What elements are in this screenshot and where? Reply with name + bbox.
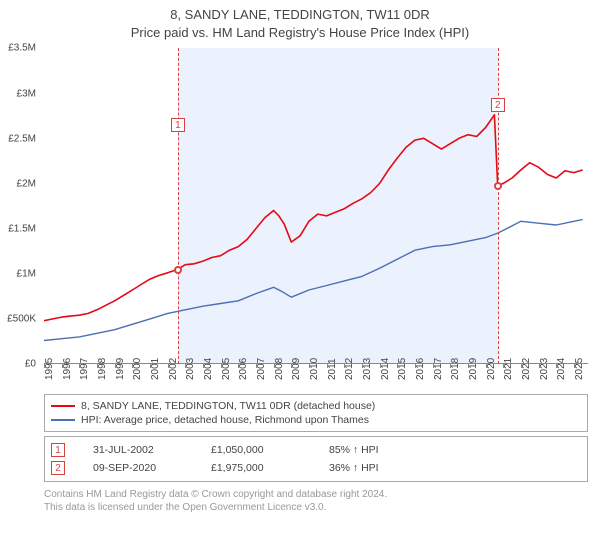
event-marker: 1 <box>171 118 185 132</box>
x-tick-label: 2016 <box>415 358 426 380</box>
x-tick-label: 1995 <box>44 358 55 380</box>
x-tick-label: 2005 <box>221 358 232 380</box>
legend-item: 8, SANDY LANE, TEDDINGTON, TW11 0DR (det… <box>51 399 581 413</box>
x-tick-label: 2004 <box>203 358 214 380</box>
x-tick-label: 2002 <box>168 358 179 380</box>
x-tick-label: 2025 <box>574 358 585 380</box>
x-tick-label: 2019 <box>468 358 479 380</box>
footer-text: Contains HM Land Registry data © Crown c… <box>44 488 588 514</box>
x-tick-label: 2000 <box>132 358 143 380</box>
x-tick-label: 2007 <box>256 358 267 380</box>
y-tick-label: £1M <box>17 269 36 280</box>
transaction-date: 31-JUL-2002 <box>93 444 183 456</box>
chart-title: 8, SANDY LANE, TEDDINGTON, TW11 0DR <box>0 6 600 24</box>
legend-swatch <box>51 405 75 407</box>
line-series <box>44 48 588 364</box>
sale-point <box>494 182 502 190</box>
x-tick-label: 2006 <box>238 358 249 380</box>
series-hpi <box>44 220 583 341</box>
x-tick-label: 2008 <box>274 358 285 380</box>
chart-subtitle: Price paid vs. HM Land Registry's House … <box>0 24 600 42</box>
chart-container: 8, SANDY LANE, TEDDINGTON, TW11 0DR Pric… <box>0 0 600 560</box>
footer-line: This data is licensed under the Open Gov… <box>44 501 588 514</box>
transaction-price: £1,050,000 <box>211 444 301 456</box>
event-marker: 2 <box>491 98 505 112</box>
x-tick-label: 2011 <box>327 359 338 381</box>
titles: 8, SANDY LANE, TEDDINGTON, TW11 0DR Pric… <box>0 0 600 42</box>
x-tick-label: 2012 <box>344 358 355 380</box>
legend-item: HPI: Average price, detached house, Rich… <box>51 413 581 427</box>
x-tick-label: 2020 <box>486 358 497 380</box>
y-tick-label: £1.5M <box>8 223 36 234</box>
legend-label: HPI: Average price, detached house, Rich… <box>81 414 369 426</box>
series-price_paid <box>44 115 583 321</box>
transaction-price: £1,975,000 <box>211 462 301 474</box>
y-tick-label: £2.5M <box>8 133 36 144</box>
y-axis: £0£500K£1M£1.5M£2M£2.5M£3M£3.5M <box>0 48 40 364</box>
y-tick-label: £2M <box>17 178 36 189</box>
x-tick-label: 2010 <box>309 358 320 380</box>
transaction-row: 1 31-JUL-2002 £1,050,000 85% ↑ HPI <box>51 441 581 459</box>
legend-label: 8, SANDY LANE, TEDDINGTON, TW11 0DR (det… <box>81 400 375 412</box>
event-vline <box>178 48 179 364</box>
transactions-table: 1 31-JUL-2002 £1,050,000 85% ↑ HPI 2 09-SEP-2… <box>44 436 588 482</box>
y-tick-label: £0 <box>25 359 36 370</box>
x-tick-label: 1996 <box>62 358 73 380</box>
x-tick-label: 2023 <box>539 358 550 380</box>
x-tick-label: 2018 <box>450 358 461 380</box>
x-tick-label: 1999 <box>115 358 126 380</box>
transaction-index: 2 <box>51 461 65 475</box>
y-tick-label: £500K <box>7 314 36 325</box>
x-tick-label: 2022 <box>521 358 532 380</box>
sale-point <box>174 266 182 274</box>
x-tick-label: 2009 <box>291 358 302 380</box>
y-tick-label: £3.5M <box>8 43 36 54</box>
x-tick-label: 2017 <box>433 358 444 380</box>
event-vline <box>498 48 499 364</box>
x-tick-label: 2014 <box>380 358 391 380</box>
transaction-row: 2 09-SEP-2020 £1,975,000 36% ↑ HPI <box>51 459 581 477</box>
transaction-delta: 36% ↑ HPI <box>329 462 419 474</box>
x-axis: 1995199619971998199920002001200220032004… <box>44 364 588 388</box>
x-tick-label: 2021 <box>503 358 514 380</box>
x-tick-label: 2024 <box>556 358 567 380</box>
x-tick-label: 2015 <box>397 358 408 380</box>
x-tick-label: 1998 <box>97 358 108 380</box>
x-tick-label: 2003 <box>185 358 196 380</box>
plot-area: £0£500K£1M£1.5M£2M£2.5M£3M£3.5M 12 19951… <box>44 48 588 388</box>
x-tick-label: 2013 <box>362 358 373 380</box>
footer-line: Contains HM Land Registry data © Crown c… <box>44 488 588 501</box>
plot: 12 <box>44 48 588 364</box>
x-tick-label: 1997 <box>79 358 90 380</box>
transaction-date: 09-SEP-2020 <box>93 462 183 474</box>
transaction-delta: 85% ↑ HPI <box>329 444 419 456</box>
y-tick-label: £3M <box>17 88 36 99</box>
x-tick-label: 2001 <box>150 358 161 380</box>
legend: 8, SANDY LANE, TEDDINGTON, TW11 0DR (det… <box>44 394 588 432</box>
legend-swatch <box>51 419 75 421</box>
transaction-index: 1 <box>51 443 65 457</box>
